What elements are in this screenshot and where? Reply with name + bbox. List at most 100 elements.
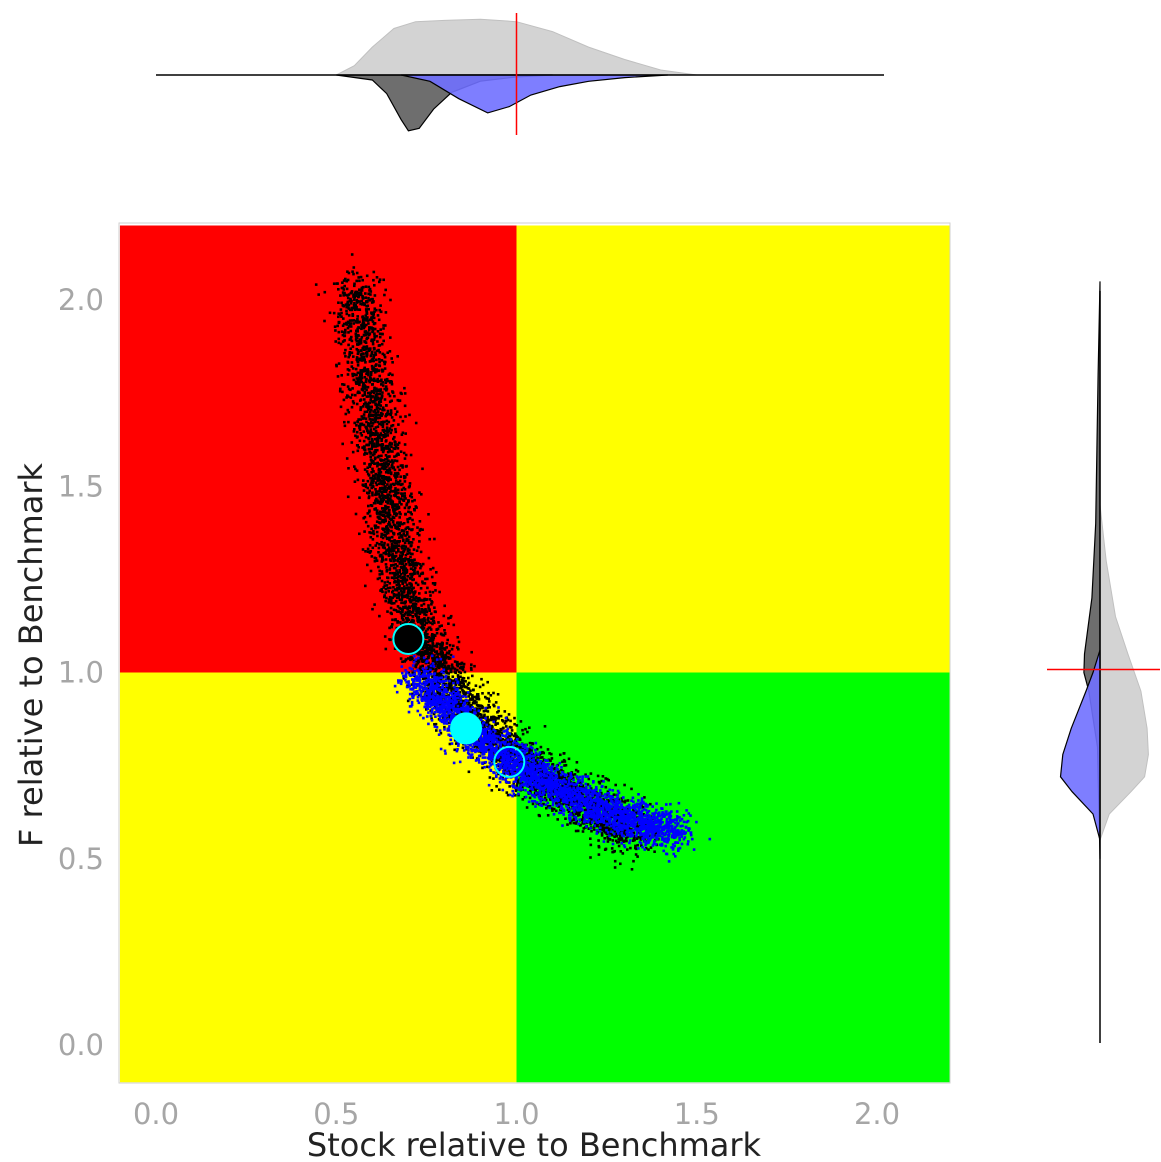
scatter-point (413, 603, 417, 606)
quadrant-1 (516, 225, 950, 673)
scatter-point (370, 531, 374, 535)
scatter-point (349, 388, 352, 392)
scatter-point (517, 754, 521, 758)
scatter-point (371, 342, 375, 346)
scatter-point (370, 318, 374, 322)
scatter-point (535, 759, 538, 762)
scatter-point (388, 520, 391, 524)
scatter-point (372, 391, 376, 395)
scatter-point (372, 445, 376, 448)
scatter-point (394, 492, 397, 496)
scatter-point (497, 715, 501, 718)
scatter-point (342, 317, 345, 320)
scatter-point (546, 748, 550, 751)
scatter-point (378, 468, 382, 472)
scatter-point (323, 319, 326, 323)
scatter-point (416, 583, 420, 587)
scatter-point (399, 415, 402, 419)
scatter-point (371, 329, 375, 332)
scatter-point (438, 625, 442, 628)
scatter-point (379, 397, 383, 400)
scatter-point (359, 369, 362, 372)
scatter-point (357, 295, 361, 298)
scatter-point (429, 628, 433, 631)
scatter-point (396, 586, 399, 590)
scatter-point (372, 501, 376, 505)
scatter-point (460, 667, 464, 670)
scatter-point (589, 837, 592, 840)
scatter-point (396, 571, 399, 574)
scatter-point (378, 573, 382, 576)
scatter-point (387, 590, 390, 593)
scatter-point (597, 780, 601, 784)
scatter-point (581, 786, 585, 789)
scatter-point (613, 866, 617, 869)
scatter-point (353, 301, 356, 305)
scatter-point (364, 401, 367, 404)
scatter-point (404, 658, 408, 662)
scatter-point (376, 392, 379, 396)
scatter-point (497, 732, 500, 735)
scatter-point (526, 730, 529, 734)
scatter-point (453, 660, 457, 663)
scatter-point (477, 697, 481, 701)
scatter-point (450, 647, 454, 651)
scatter-point (409, 511, 412, 514)
scatter-point (376, 479, 379, 482)
scatter-point (426, 586, 429, 590)
scatter-point (361, 321, 365, 325)
scatter-points (314, 253, 712, 871)
scatter-point (381, 352, 385, 356)
scatter-point (432, 712, 436, 716)
scatter-point (626, 848, 629, 851)
scatter-point (649, 846, 653, 849)
scatter-point (388, 638, 391, 641)
scatter-point (604, 785, 608, 789)
scatter-point (566, 779, 569, 782)
scatter-point (417, 615, 421, 619)
scatter-point (468, 701, 471, 704)
scatter-point (447, 616, 450, 620)
scatter-point (361, 296, 364, 299)
scatter-point (390, 612, 393, 616)
scatter-point (505, 753, 508, 756)
scatter-point (395, 454, 398, 458)
scatter-point (435, 650, 439, 653)
scatter-point (382, 520, 386, 524)
scatter-point (394, 526, 397, 529)
scatter-point (636, 855, 639, 858)
scatter-point (411, 528, 414, 531)
scatter-point (475, 707, 479, 710)
scatter-point (383, 398, 387, 401)
scatter-point (383, 584, 386, 587)
scatter-point (437, 621, 440, 624)
scatter-point (354, 434, 357, 438)
scatter-point (382, 430, 386, 433)
scatter-point (382, 339, 385, 343)
scatter-point (428, 537, 431, 541)
scatter-point (394, 563, 397, 566)
scatter-point (414, 659, 418, 663)
scatter-point (371, 400, 374, 403)
scatter-point (378, 554, 382, 557)
scatter-point (493, 704, 496, 708)
scatter-point (513, 732, 517, 735)
scatter-point (606, 777, 609, 781)
scatter-point (624, 837, 628, 840)
scatter-point (495, 785, 498, 788)
scatter-point (488, 700, 491, 703)
scatter-point (392, 532, 396, 535)
scatter-point (504, 719, 508, 723)
scatter-point (501, 727, 505, 730)
scatter-point (423, 623, 426, 627)
scatter-point (644, 847, 648, 850)
scatter-point (624, 799, 627, 803)
scatter-point (389, 586, 392, 590)
scatter-point (363, 530, 366, 533)
scatter-point (390, 399, 393, 403)
scatter-point (421, 664, 424, 668)
scatter-point (390, 602, 393, 605)
scatter-point (598, 795, 601, 799)
scatter-point (400, 392, 403, 396)
scatter-point (449, 614, 453, 618)
